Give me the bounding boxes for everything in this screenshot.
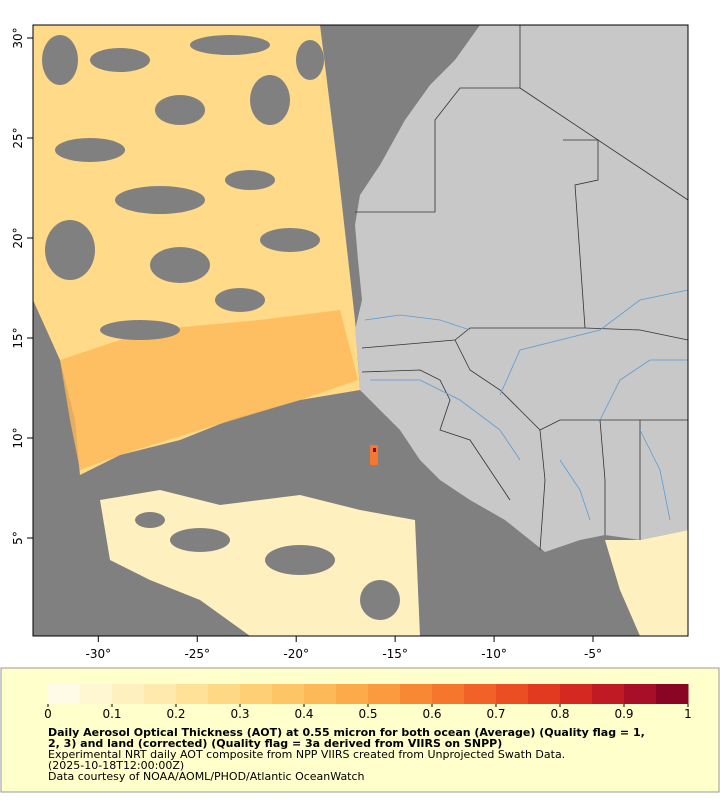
caption-title: 2, 3) and land (corrected) (Quality flag… [48,737,502,750]
rivers [364,289,689,521]
caption-line: Experimental NRT daily AOT composite fro… [48,748,565,761]
colorbar-segment [592,684,625,704]
colorbar-segment [208,684,241,704]
colorbar-tick-label: 0.5 [358,707,377,721]
colorbar-tick-label: 0.3 [230,707,249,721]
colorbar-tick-label: 0.4 [294,707,313,721]
colorbar-segment [48,684,81,704]
colorbar-tick-label: 0 [44,707,52,721]
colorbar-segment [240,684,273,704]
y-tick-label: 25° [11,127,25,148]
x-tick-label: -20° [283,647,309,661]
map [32,24,689,637]
aerosol-swath-dense [60,310,358,470]
y-tick-label: 20° [11,227,25,248]
colorbar-segment [656,684,689,704]
colorbar-segment [624,684,657,704]
colorbar-segment [368,684,401,704]
x-tick-label: -15° [382,647,408,661]
colorbar-segment [304,684,337,704]
colorbar-segment [112,684,145,704]
aerosol-south [100,490,688,636]
colorbar-segment [432,684,465,704]
y-tick-label: 30° [11,27,25,48]
hotspot-core [373,448,376,452]
x-tick-label: -5° [584,647,602,661]
y-tick-label: 10° [11,427,25,448]
caption-line: Data courtesy of NOAA/AOML/PHOD/Atlantic… [48,770,365,783]
x-tick-label: -10° [481,647,507,661]
cloud-gaps [42,35,324,340]
colorbar-segment [272,684,305,704]
caption-title: Daily Aerosol Optical Thickness (AOT) at… [48,726,645,739]
colorbar-segment [336,684,369,704]
colorbar-tick-label: 0.9 [614,707,633,721]
y-tick-label: 5° [11,531,25,545]
colorbar-segment [496,684,529,704]
colorbar-tick-label: 0.1 [102,707,121,721]
y-tick-label: 15° [11,327,25,348]
colorbar-segment [80,684,113,704]
colorbar-tick-label: 0.2 [166,707,185,721]
colorbar-tick-label: 0.6 [422,707,441,721]
borders [355,25,689,551]
map-frame [32,24,689,637]
caption-line: (2025-10-18T12:00:00Z) [48,759,184,772]
colorbar-segment [144,684,177,704]
colorbar-tick-label: 1 [684,707,692,721]
colorbar-segment [400,684,433,704]
colorbar-segment [528,684,561,704]
south-gaps [135,512,400,620]
x-tick-label: -25° [184,647,210,661]
colorbar-segment [560,684,593,704]
colorbar-tick-label: 0.7 [486,707,505,721]
colorbar-segment [464,684,497,704]
x-tick-label: -30° [85,647,111,661]
hotspot [370,445,378,465]
colorbar-tick-label: 0.8 [550,707,569,721]
colorbar-segment [176,684,209,704]
